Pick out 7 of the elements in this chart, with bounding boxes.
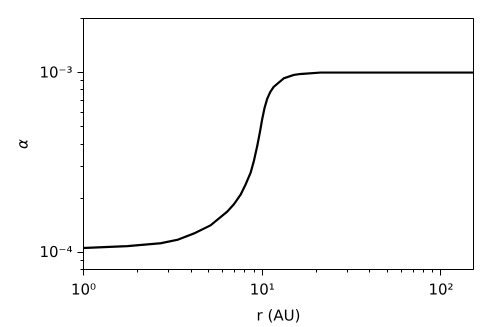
y-tick-label: 10⁻⁴ xyxy=(39,243,73,262)
x-tick-label: 10⁰ xyxy=(70,280,96,298)
y-axis-title: α xyxy=(13,138,32,149)
x-tick-label: 10¹ xyxy=(250,280,275,298)
x-tick-label: 10² xyxy=(428,280,454,298)
x-axis-title: r (AU) xyxy=(256,306,300,324)
y-tick-label: 10⁻³ xyxy=(39,64,73,82)
